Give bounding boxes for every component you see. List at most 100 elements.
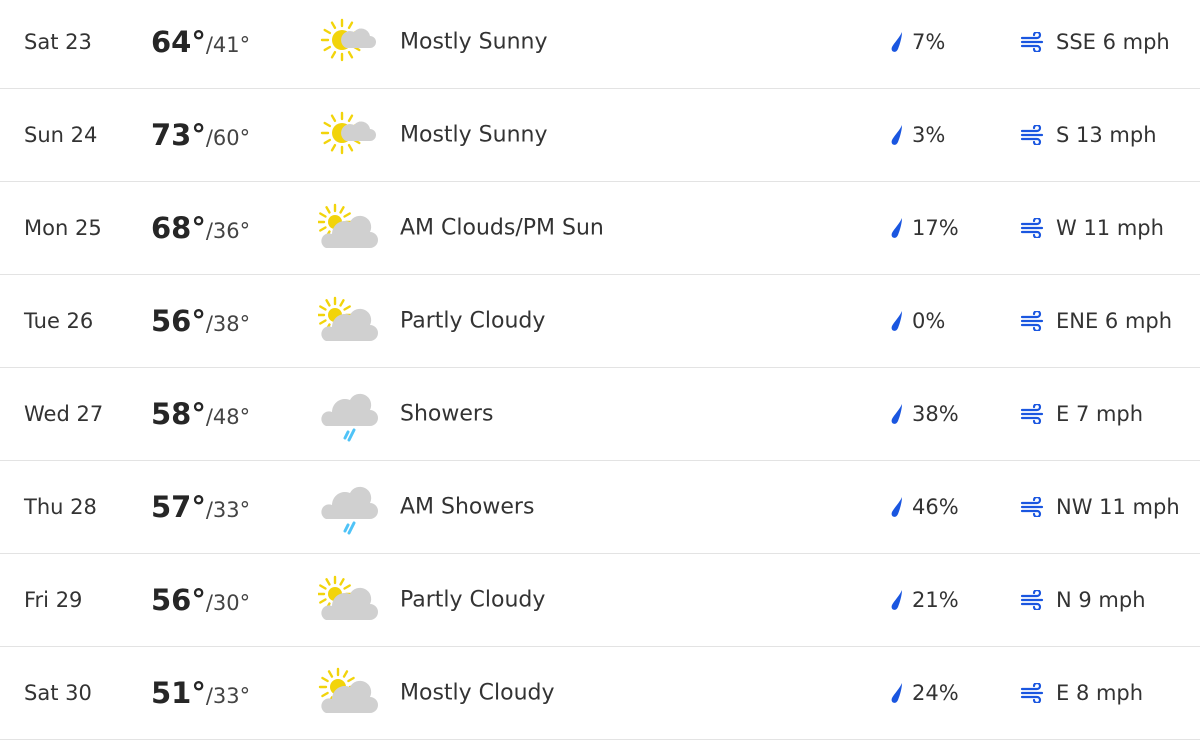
precipitation: 7%	[890, 30, 945, 54]
low-temp: /30°	[205, 591, 251, 615]
high-temp: 73°	[151, 118, 206, 152]
condition-label: Partly Cloudy	[400, 308, 546, 334]
condition-label: Partly Cloudy	[400, 587, 546, 613]
day-label: Tue 26	[24, 309, 94, 333]
raindrop-icon	[891, 497, 902, 517]
forecast-row[interactable]: Tue 26 56°/38° Partly Cloudy 0% ENE 6 mp…	[0, 275, 1200, 368]
wind: N 9 mph	[1020, 588, 1146, 612]
low-temp: /33°	[205, 498, 251, 522]
condition-label: Mostly Cloudy	[400, 680, 555, 706]
low-temp: /38°	[205, 312, 251, 336]
precipitation: 46%	[890, 495, 959, 519]
wind-value: E 7 mph	[1056, 402, 1144, 426]
high-temp: 57°	[151, 490, 206, 524]
precip-value: 7%	[912, 30, 946, 54]
precipitation: 38%	[890, 402, 959, 426]
low-temp: /48°	[205, 405, 251, 429]
precip-value: 46%	[912, 495, 959, 519]
wind-icon	[1020, 218, 1044, 238]
low-temp: /41°	[205, 33, 251, 57]
wind-value: W 11 mph	[1056, 216, 1164, 240]
mostly-sunny-icon	[318, 107, 380, 163]
condition-label: AM Showers	[400, 494, 535, 520]
high-temp: 68°	[151, 211, 206, 245]
wind-icon	[1020, 32, 1044, 52]
partly-cloudy-icon	[316, 200, 380, 256]
day-label: Sat 30	[24, 681, 92, 705]
wind: SSE 6 mph	[1020, 30, 1170, 54]
wind: ENE 6 mph	[1020, 309, 1172, 333]
wind: NW 11 mph	[1020, 495, 1180, 519]
raindrop-icon	[891, 32, 902, 52]
temperatures: 68°/36°	[151, 211, 250, 245]
wind-icon	[1020, 404, 1044, 424]
wind: E 8 mph	[1020, 681, 1143, 705]
condition-label: AM Clouds/PM Sun	[400, 215, 604, 241]
precipitation: 21%	[890, 588, 959, 612]
wind-icon	[1020, 590, 1044, 610]
temperatures: 64°/41°	[151, 25, 250, 59]
temperatures: 56°/30°	[151, 583, 250, 617]
high-temp: 56°	[151, 583, 206, 617]
temperatures: 51°/33°	[151, 676, 250, 710]
precipitation: 3%	[890, 123, 945, 147]
partly-cloudy-icon	[316, 293, 380, 349]
wind: E 7 mph	[1020, 402, 1143, 426]
precipitation: 24%	[890, 681, 959, 705]
wind-value: E 8 mph	[1056, 681, 1144, 705]
precip-value: 24%	[912, 681, 959, 705]
high-temp: 64°	[151, 25, 206, 59]
wind-value: NW 11 mph	[1056, 495, 1180, 519]
wind-value: ENE 6 mph	[1056, 309, 1173, 333]
condition-label: Mostly Sunny	[400, 29, 548, 55]
precipitation: 0%	[890, 309, 945, 333]
high-temp: 56°	[151, 304, 206, 338]
wind-icon	[1020, 311, 1044, 331]
condition-label: Showers	[400, 401, 494, 427]
low-temp: /36°	[205, 219, 251, 243]
raindrop-icon	[891, 590, 902, 610]
mostly-cloudy-icon	[318, 665, 380, 721]
day-label: Fri 29	[24, 588, 83, 612]
forecast-row[interactable]: Fri 29 56°/30° Partly Cloudy 21% N 9 mph	[0, 554, 1200, 647]
day-label: Wed 27	[24, 402, 104, 426]
raindrop-icon	[891, 311, 902, 331]
day-label: Sun 24	[24, 123, 98, 147]
temperatures: 73°/60°	[151, 118, 250, 152]
precip-value: 21%	[912, 588, 959, 612]
showers-icon	[318, 386, 380, 442]
day-label: Thu 28	[24, 495, 97, 519]
wind-icon	[1020, 497, 1044, 517]
high-temp: 51°	[151, 676, 206, 710]
low-temp: /33°	[205, 684, 251, 708]
showers-icon	[318, 479, 380, 535]
forecast-row[interactable]: Wed 27 58°/48° Showers 38% E 7 mph	[0, 368, 1200, 461]
forecast-row[interactable]: Sat 23 64°/41° Mostly Sunny 7% SSE 6 mph	[0, 0, 1200, 89]
day-label: Sat 23	[24, 30, 92, 54]
wind-value: N 9 mph	[1056, 588, 1146, 612]
temperatures: 57°/33°	[151, 490, 250, 524]
wind: W 11 mph	[1020, 216, 1164, 240]
forecast-row[interactable]: Mon 25 68°/36° AM Clouds/PM Sun 17% W 11…	[0, 182, 1200, 275]
precip-value: 3%	[912, 123, 946, 147]
partly-cloudy-icon	[316, 572, 380, 628]
raindrop-icon	[891, 404, 902, 424]
precipitation: 17%	[890, 216, 959, 240]
forecast-row[interactable]: Sun 24 73°/60° Mostly Sunny 3% S 13 mph	[0, 89, 1200, 182]
raindrop-icon	[891, 125, 902, 145]
precip-value: 38%	[912, 402, 959, 426]
day-label: Mon 25	[24, 216, 102, 240]
low-temp: /60°	[205, 126, 251, 150]
wind-icon	[1020, 683, 1044, 703]
high-temp: 58°	[151, 397, 206, 431]
wind-value: S 13 mph	[1056, 123, 1157, 147]
temperatures: 56°/38°	[151, 304, 250, 338]
wind-value: SSE 6 mph	[1056, 30, 1170, 54]
precip-value: 17%	[912, 216, 959, 240]
forecast-row[interactable]: Sat 30 51°/33° Mostly Cloudy 24% E 8 mph	[0, 647, 1200, 740]
raindrop-icon	[891, 218, 902, 238]
forecast-row[interactable]: Thu 28 57°/33° AM Showers 46% NW 11 mph	[0, 461, 1200, 554]
precip-value: 0%	[912, 309, 946, 333]
mostly-sunny-icon	[318, 14, 380, 70]
